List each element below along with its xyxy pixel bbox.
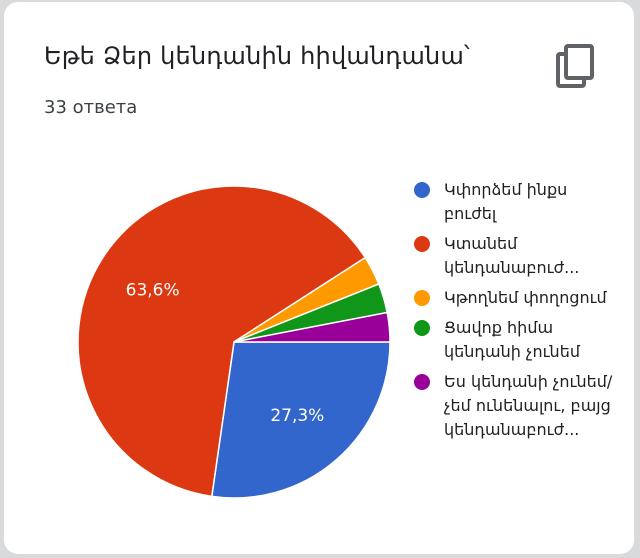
question-title: Եթե Ձեր կենդանին հիվանդանա՝ xyxy=(44,42,470,70)
response-count: 33 ответа xyxy=(44,97,138,118)
legend-swatch-4 xyxy=(414,374,430,390)
legend-label-3: Ցավոք հիմա կենդանի չունեմ xyxy=(444,318,580,361)
legend-item-1[interactable]: Կտանեմ կենդանաբուժ... xyxy=(414,232,614,280)
legend-label-0: Կփորձեմ ինքս բուժել xyxy=(444,180,568,223)
legend-label-4: Ես կենդանի չունեմ/չեմ ունենալու, բայց կե… xyxy=(444,372,613,439)
legend-swatch-1 xyxy=(414,236,430,252)
pie-slice-1[interactable] xyxy=(77,185,367,498)
legend-item-3[interactable]: Ցավոք հիմա կենդանի չունեմ xyxy=(414,316,614,364)
legend-item-0[interactable]: Կփորձեմ ինքս բուժել xyxy=(414,178,614,226)
slice-percent-label-0: 27,3% xyxy=(270,406,324,426)
pie-slice-4[interactable] xyxy=(233,311,391,343)
legend-item-4[interactable]: Ես կենդանի չունեմ/չեմ ունենալու, բայց կե… xyxy=(414,370,614,442)
copy-icon[interactable] xyxy=(554,44,596,88)
slice-percent-label-1: 63,6% xyxy=(126,281,180,301)
chart-legend: Կփորձեմ ինքս բուժել Կտանեմ կենդանաբուժ...… xyxy=(414,178,614,448)
legend-label-1: Կտանեմ կենդանաբուժ... xyxy=(444,234,580,277)
legend-label-2: Կթողնեմ փողոցում xyxy=(444,288,607,307)
legend-swatch-0 xyxy=(414,182,430,198)
legend-swatch-2 xyxy=(414,290,430,306)
legend-swatch-3 xyxy=(414,320,430,336)
pie-slice-0[interactable] xyxy=(210,341,391,499)
legend-item-2[interactable]: Կթողնեմ փողոցում xyxy=(414,286,614,310)
